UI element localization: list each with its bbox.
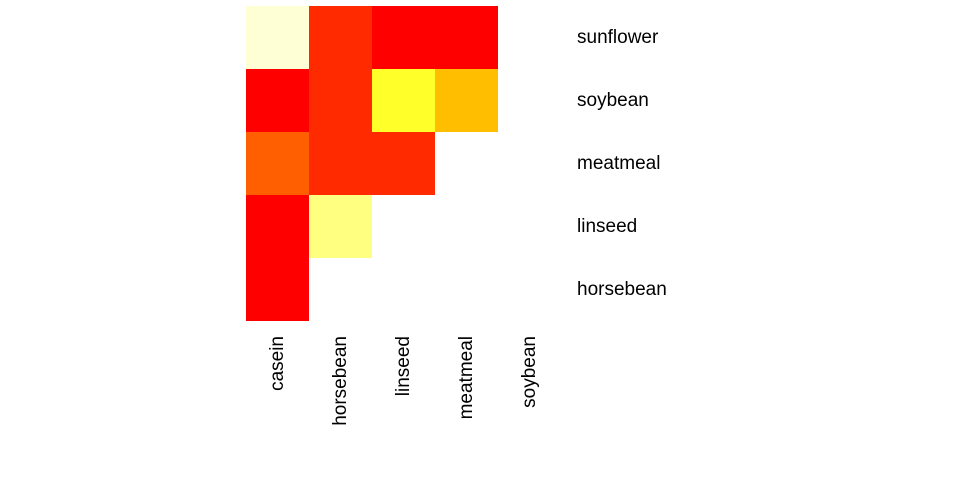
cell-soybean-linseed bbox=[372, 69, 435, 132]
cell-sunflower-casein bbox=[246, 6, 309, 69]
cell-soybean-casein bbox=[246, 69, 309, 132]
cell-linseed-casein bbox=[246, 195, 309, 258]
cell-linseed-horsebean bbox=[309, 195, 372, 258]
column-label-casein: casein bbox=[267, 336, 288, 391]
row-label-horsebean: horsebean bbox=[577, 279, 667, 300]
column-labels: casein horsebean linseed meatmeal soybean bbox=[267, 336, 540, 426]
row-label-meatmeal: meatmeal bbox=[577, 153, 660, 174]
heatmap-cells bbox=[246, 6, 498, 321]
row-label-soybean: soybean bbox=[577, 90, 649, 111]
cell-sunflower-horsebean bbox=[309, 6, 372, 69]
cell-meatmeal-linseed bbox=[372, 132, 435, 195]
column-label-linseed: linseed bbox=[393, 336, 414, 396]
cell-soybean-horsebean bbox=[309, 69, 372, 132]
cell-meatmeal-casein bbox=[246, 132, 309, 195]
cell-sunflower-meatmeal bbox=[435, 6, 498, 69]
row-label-linseed: linseed bbox=[577, 216, 637, 237]
cell-sunflower-linseed bbox=[372, 6, 435, 69]
row-labels: sunflower soybean meatmeal linseed horsebean bbox=[577, 27, 667, 300]
cell-soybean-meatmeal bbox=[435, 69, 498, 132]
column-label-soybean: soybean bbox=[519, 336, 540, 408]
cell-meatmeal-horsebean bbox=[309, 132, 372, 195]
column-label-meatmeal: meatmeal bbox=[456, 336, 477, 419]
row-label-sunflower: sunflower bbox=[577, 27, 659, 48]
cell-horsebean-casein bbox=[246, 258, 309, 321]
column-label-horsebean: horsebean bbox=[330, 336, 351, 426]
